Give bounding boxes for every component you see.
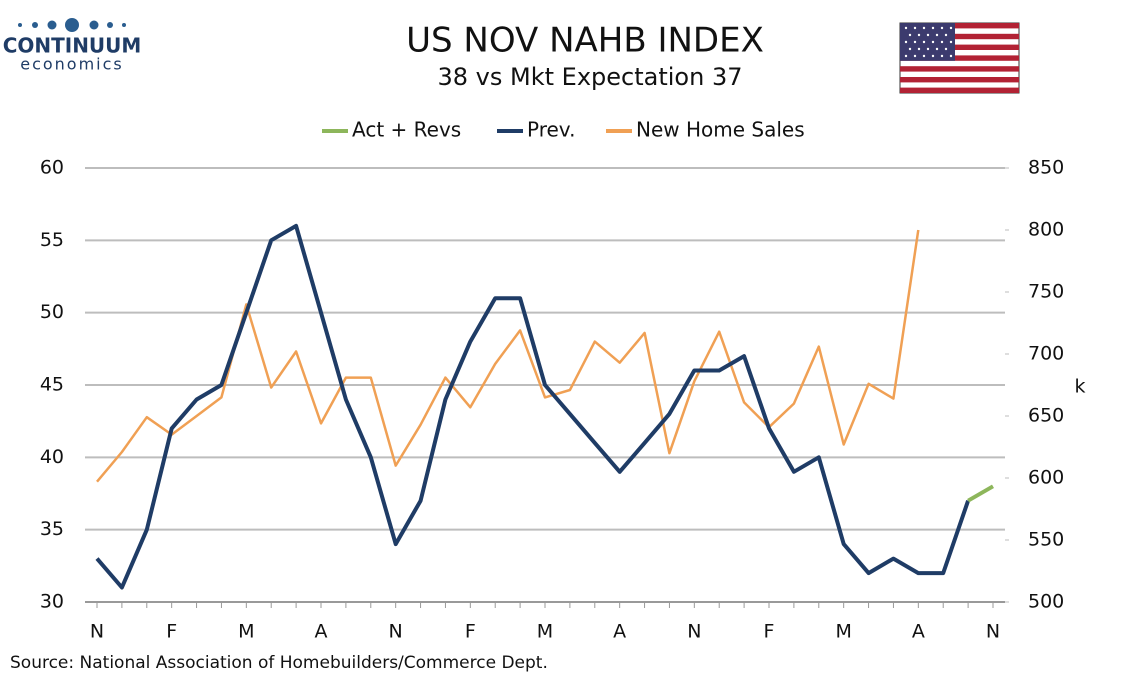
x-tick-label: N	[687, 621, 701, 643]
logo: CONTINUUM economics	[3, 18, 142, 74]
y2-tick-label: 550	[1028, 529, 1064, 551]
x-tick-label: M	[238, 621, 254, 643]
x-tick-label: F	[764, 621, 775, 643]
x-tick-label: M	[835, 621, 851, 643]
series-line	[95, 223, 970, 590]
logo-tagline: economics	[20, 55, 124, 74]
y2-tick-label: 800	[1028, 219, 1064, 241]
y2-tick-label: 500	[1028, 591, 1064, 613]
y-tick-label: 55	[40, 229, 64, 251]
y-tick-label: 45	[40, 374, 64, 396]
x-tick-label: A	[613, 621, 626, 643]
series-line	[967, 484, 995, 503]
y2-tick-label: 700	[1028, 343, 1064, 365]
chart-title: US NOV NAHB INDEX	[406, 21, 764, 61]
x-tick-label: N	[389, 621, 403, 643]
y2-tick-label: 650	[1028, 405, 1064, 427]
flag	[899, 22, 1020, 94]
x-tick-label: F	[166, 621, 177, 643]
y-tick-label: 50	[40, 301, 64, 323]
y-tick-label: 60	[40, 157, 64, 179]
y2-tick-label: 750	[1028, 281, 1064, 303]
y-tick-label: 40	[40, 446, 64, 468]
y2-tick-label: 850	[1028, 157, 1064, 179]
legend-label: New Home Sales	[636, 118, 805, 142]
chart-subtitle: 38 vs Mkt Expectation 37	[438, 63, 743, 91]
x-tick-label: F	[465, 621, 476, 643]
x-tick-label: A	[912, 621, 925, 643]
y-tick-label: 35	[40, 518, 64, 540]
y2-axis-label: k	[1074, 376, 1085, 398]
x-tick-label: A	[315, 621, 328, 643]
legend-label: Act + Revs	[352, 118, 461, 142]
series-line	[96, 229, 920, 483]
y2-tick-label: 600	[1028, 467, 1064, 489]
x-tick-label: M	[537, 621, 553, 643]
y-tick-label: 30	[40, 591, 64, 613]
legend-label: Prev.	[527, 118, 575, 142]
x-tick-label: N	[90, 621, 104, 643]
logo-name: CONTINUUM	[3, 34, 142, 58]
x-tick-label: N	[986, 621, 1000, 643]
source: Source: National Association of Homebuil…	[10, 653, 548, 673]
